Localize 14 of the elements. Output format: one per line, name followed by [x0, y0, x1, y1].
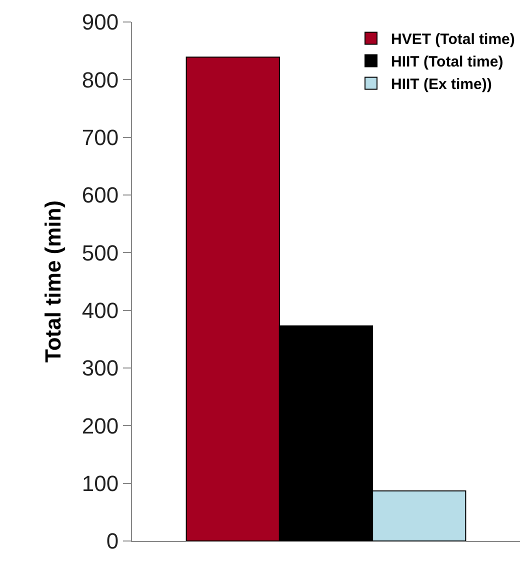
legend-label: HVET (Total time): [391, 31, 515, 48]
y-tick-label: 0: [106, 528, 119, 554]
y-tick-label: 100: [82, 471, 119, 496]
y-tick-label: 500: [82, 240, 119, 266]
y-axis-title: Total time (min): [40, 200, 66, 363]
y-tick-label: 300: [82, 356, 119, 381]
y-tick-label: 800: [82, 67, 119, 92]
y-tick-label: 200: [82, 413, 119, 438]
legend-label: HIIT (Total time): [391, 54, 504, 71]
y-tick-label: 400: [82, 298, 119, 324]
y-tick-label: 700: [82, 125, 119, 150]
y-tick-label: 900: [82, 10, 119, 35]
legend-label: HIIT (Ex time)): [391, 76, 492, 94]
y-tick-label: 600: [82, 182, 119, 208]
